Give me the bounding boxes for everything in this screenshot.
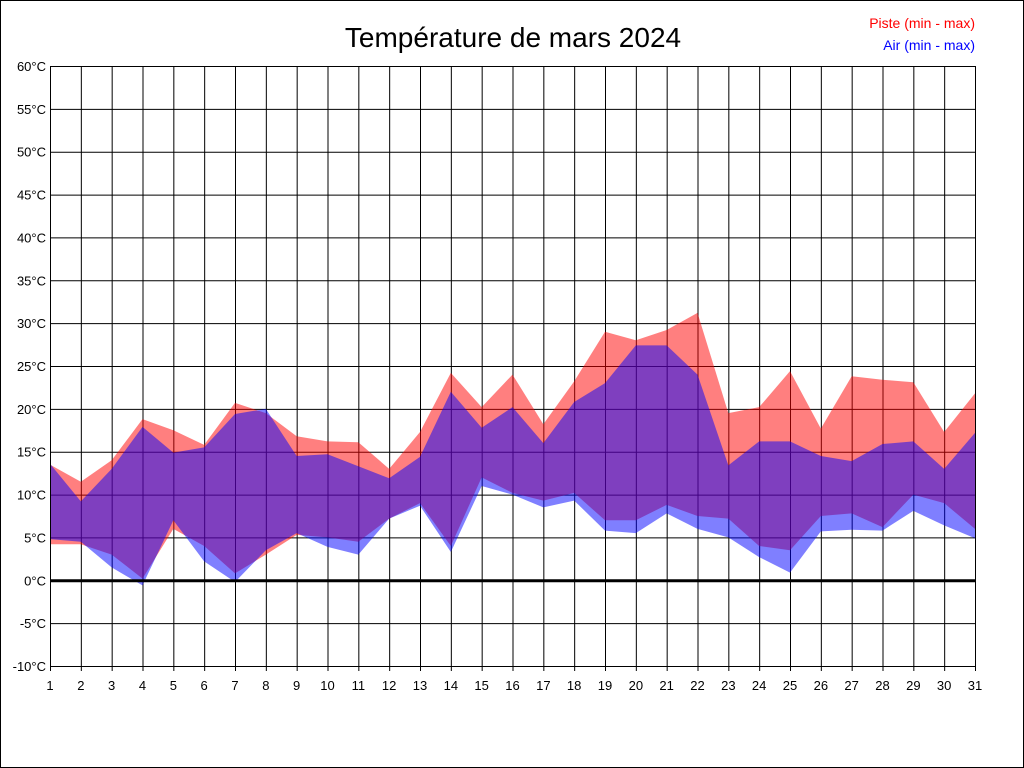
x-tick-label: 24	[752, 678, 766, 693]
y-tick-label: 10°C	[17, 488, 46, 503]
x-tick-label: 4	[139, 678, 146, 693]
area-air	[50, 345, 975, 586]
y-tick-label: 60°C	[17, 59, 46, 74]
legend-air: Air (min - max)	[883, 37, 975, 53]
x-tick-label: 31	[968, 678, 982, 693]
x-tick-label: 6	[201, 678, 208, 693]
x-tick-label: 28	[875, 678, 889, 693]
x-tick-label: 8	[262, 678, 269, 693]
x-tick-label: 7	[231, 678, 238, 693]
y-tick-label: -10°C	[13, 659, 46, 674]
x-tick-label: 13	[413, 678, 427, 693]
x-tick-label: 23	[721, 678, 735, 693]
y-tick-label: -5°C	[20, 616, 46, 631]
x-tick-label: 19	[598, 678, 612, 693]
y-tick-label: 55°C	[17, 102, 46, 117]
x-tick-label: 12	[382, 678, 396, 693]
y-tick-label: 35°C	[17, 273, 46, 288]
axes: -10°C -5°C 0°C 5°C 10°C 15°C 20°C 25°C 30°C 35°C 4…	[13, 59, 983, 693]
x-tick-label: 3	[108, 678, 115, 693]
x-tick-label: 30	[937, 678, 951, 693]
x-tick-label: 27	[844, 678, 858, 693]
x-tick-label: 21	[659, 678, 673, 693]
x-tick-label: 11	[352, 678, 366, 693]
y-tick-label: 30°C	[17, 316, 46, 331]
y-tick-label: 0°C	[24, 573, 46, 588]
x-tick-label: 5	[170, 678, 177, 693]
plot-frame	[50, 66, 976, 667]
y-tick-label: 40°C	[17, 230, 46, 245]
y-tick-label: 25°C	[17, 359, 46, 374]
y-tick-label: 45°C	[17, 188, 46, 203]
x-tick-label: 26	[814, 678, 828, 693]
x-tick-label: 25	[783, 678, 797, 693]
x-tick-label: 14	[444, 678, 458, 693]
x-tick-label: 17	[536, 678, 550, 693]
x-tick-label: 9	[293, 678, 300, 693]
x-tick-label: 20	[629, 678, 643, 693]
chart-title: Température de mars 2024	[345, 22, 681, 53]
x-tick-label: 1	[46, 678, 53, 693]
x-tick-label: 2	[77, 678, 84, 693]
y-tick-label: 50°C	[17, 145, 46, 160]
x-tick-label: 10	[320, 678, 334, 693]
x-tick-label: 29	[906, 678, 920, 693]
y-tick-label: 5°C	[24, 530, 46, 545]
x-tick-label: 16	[505, 678, 519, 693]
x-tick-label: 18	[567, 678, 581, 693]
y-tick-label: 20°C	[17, 402, 46, 417]
y-tick-label: 15°C	[17, 445, 46, 460]
x-tick-label: 15	[474, 678, 488, 693]
legend-piste: Piste (min - max)	[869, 15, 975, 31]
series-areas	[50, 312, 975, 586]
x-tick-label: 22	[690, 678, 704, 693]
